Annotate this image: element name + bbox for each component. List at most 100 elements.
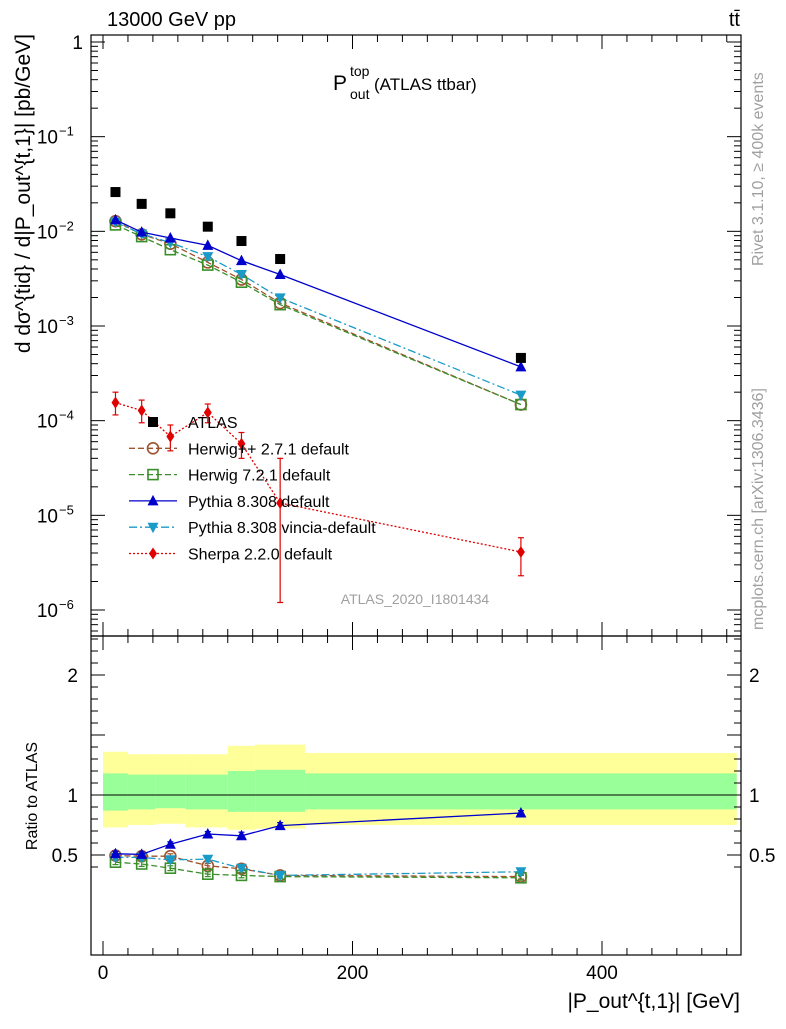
- point-vincia: [274, 293, 286, 304]
- legend-label-atlas: ATLAS: [188, 415, 238, 432]
- legend-marker-sherpa: [149, 547, 157, 560]
- beam-label: 13000 GeV pp: [107, 9, 236, 31]
- point-pythia: [202, 239, 214, 250]
- main-panel: [109, 187, 528, 604]
- ratio-panel: [91, 744, 741, 884]
- title-main: P: [333, 72, 347, 95]
- ratio-point-pythia: [274, 819, 286, 831]
- ratio-point-pythia: [109, 847, 121, 859]
- ratio-band-inner: [305, 773, 737, 810]
- ratio-y-axis: 0.5 0.5 1 1 2 2: [52, 638, 775, 868]
- y-tick-label-exponent: −3: [59, 313, 74, 328]
- x-axis-label: |P_out^{t,1}| [GeV]: [567, 990, 740, 1013]
- point-sherpa: [111, 396, 120, 409]
- point-atlas: [165, 208, 176, 219]
- point-pythia: [109, 213, 121, 225]
- ratio-point-herwig7: [201, 868, 214, 881]
- point-pythia: [235, 254, 247, 266]
- ratio-point-pythia: [136, 848, 148, 859]
- ratio-band-inner: [185, 774, 228, 810]
- x-tick-label: 200: [337, 963, 369, 984]
- legend-label-herwigpp: Herwig++ 2.7.1 default: [188, 441, 350, 458]
- legend-entry-vincia: Pythia 8.308 vincia-default: [129, 520, 376, 537]
- title-suffix: (ATLAS ttbar): [374, 75, 477, 94]
- point-atlas: [202, 221, 213, 232]
- ratio-point-vincia: [515, 867, 527, 878]
- title-sub: out: [350, 86, 370, 102]
- y-tick-label: 10: [37, 317, 58, 338]
- point-atlas: [110, 187, 121, 198]
- legend-label-sherpa: Sherpa 2.2.0 default: [188, 547, 333, 564]
- ratio-y-tick-label-right: 0.5: [749, 846, 775, 867]
- legend-marker-atlas: [148, 417, 158, 427]
- ratio-band-inner: [103, 773, 128, 811]
- y-tick-label: 10: [37, 222, 58, 243]
- main-y-axis: 110−110−210−310−410−510−6: [37, 33, 741, 632]
- rivet-label: Rivet 3.1.10, ≥ 400k events: [750, 72, 767, 266]
- ratio-band-inner: [127, 774, 156, 810]
- point-sherpa: [203, 406, 212, 419]
- point-pythia: [164, 232, 176, 243]
- title-sup: top: [350, 63, 370, 79]
- ratio-point-pythia: [202, 828, 214, 839]
- point-atlas: [136, 198, 147, 209]
- series-line-vincia: [115, 221, 522, 396]
- y-axis-label: d dσ^{tid} / d|P_out^{t,1}| [pb/GeV]: [12, 34, 35, 353]
- ratio-y-tick-label: 2: [67, 666, 78, 687]
- y-tick-label: 1: [72, 33, 83, 54]
- ratio-point-vincia: [235, 863, 247, 875]
- ratio-point-vincia: [202, 854, 214, 866]
- ratio-point-pythia: [515, 807, 527, 818]
- main-content: [109, 187, 528, 604]
- ratio-point-vincia: [164, 855, 176, 866]
- point-atlas: [515, 352, 526, 363]
- x-tick-label: 0: [98, 963, 109, 984]
- y-tick-label-exponent: −1: [59, 124, 74, 139]
- legend-marker-pythia: [147, 494, 159, 506]
- ratio-point-vincia: [274, 870, 286, 882]
- x-tick-label: 400: [586, 963, 618, 984]
- point-sherpa: [276, 496, 285, 509]
- legend: ATLAS Herwig++ 2.7.1 default Herwig 7.2.1 …: [129, 415, 376, 564]
- series-line-herwigpp: [115, 220, 522, 406]
- legend-entry-atlas: ATLAS: [148, 415, 238, 432]
- y-tick-label-exponent: −4: [59, 408, 74, 423]
- ratio-band-inner: [155, 774, 186, 809]
- legend-entry-pythia: Pythia 8.308 default: [129, 494, 330, 511]
- process-label: tt̄: [729, 9, 741, 31]
- series-atlas: [110, 187, 526, 363]
- point-pythia: [274, 268, 286, 279]
- point-vincia: [235, 269, 247, 281]
- x-axis: 0 200 400: [98, 35, 728, 984]
- point-atlas: [275, 254, 286, 265]
- y-tick-label: 10: [37, 506, 58, 527]
- ratio-y-tick-label-right: 2: [749, 666, 760, 687]
- series-pythia: [109, 213, 527, 372]
- legend-marker-herwigpp: [146, 441, 160, 455]
- point-sherpa: [166, 430, 175, 443]
- y-tick-label: 10: [37, 601, 58, 622]
- series-line-herwig7: [115, 224, 522, 406]
- legend-entry-sherpa: Sherpa 2.2.0 default: [129, 547, 333, 564]
- ratio-y-tick-label: 0.5: [52, 846, 78, 867]
- ratio-line-herwigpp: [115, 854, 521, 878]
- legend-marker-herwig7: [147, 468, 159, 481]
- y-tick-label: 10: [37, 128, 58, 149]
- point-sherpa: [516, 545, 525, 558]
- analysis-label: ATLAS_2020_I1801434: [341, 591, 490, 607]
- point-pythia: [515, 360, 527, 372]
- point-sherpa: [137, 404, 146, 417]
- legend-marker-vincia: [147, 522, 159, 534]
- legend-entry-herwig7: Herwig 7.2.1 default: [129, 468, 331, 485]
- ratio-point-pythia: [235, 829, 247, 841]
- point-vincia: [515, 390, 527, 402]
- point-pythia: [136, 226, 148, 237]
- ratio-y-axis-label: Ratio to ATLAS: [24, 742, 41, 850]
- y-tick-label-exponent: −2: [59, 218, 74, 233]
- point-vincia: [202, 252, 214, 263]
- ratio-y-tick-label-right: 1: [749, 786, 760, 807]
- y-axis-label-text: d dσ^{tid} / d|P_out^{t,1}| [pb/GeV]: [12, 34, 35, 353]
